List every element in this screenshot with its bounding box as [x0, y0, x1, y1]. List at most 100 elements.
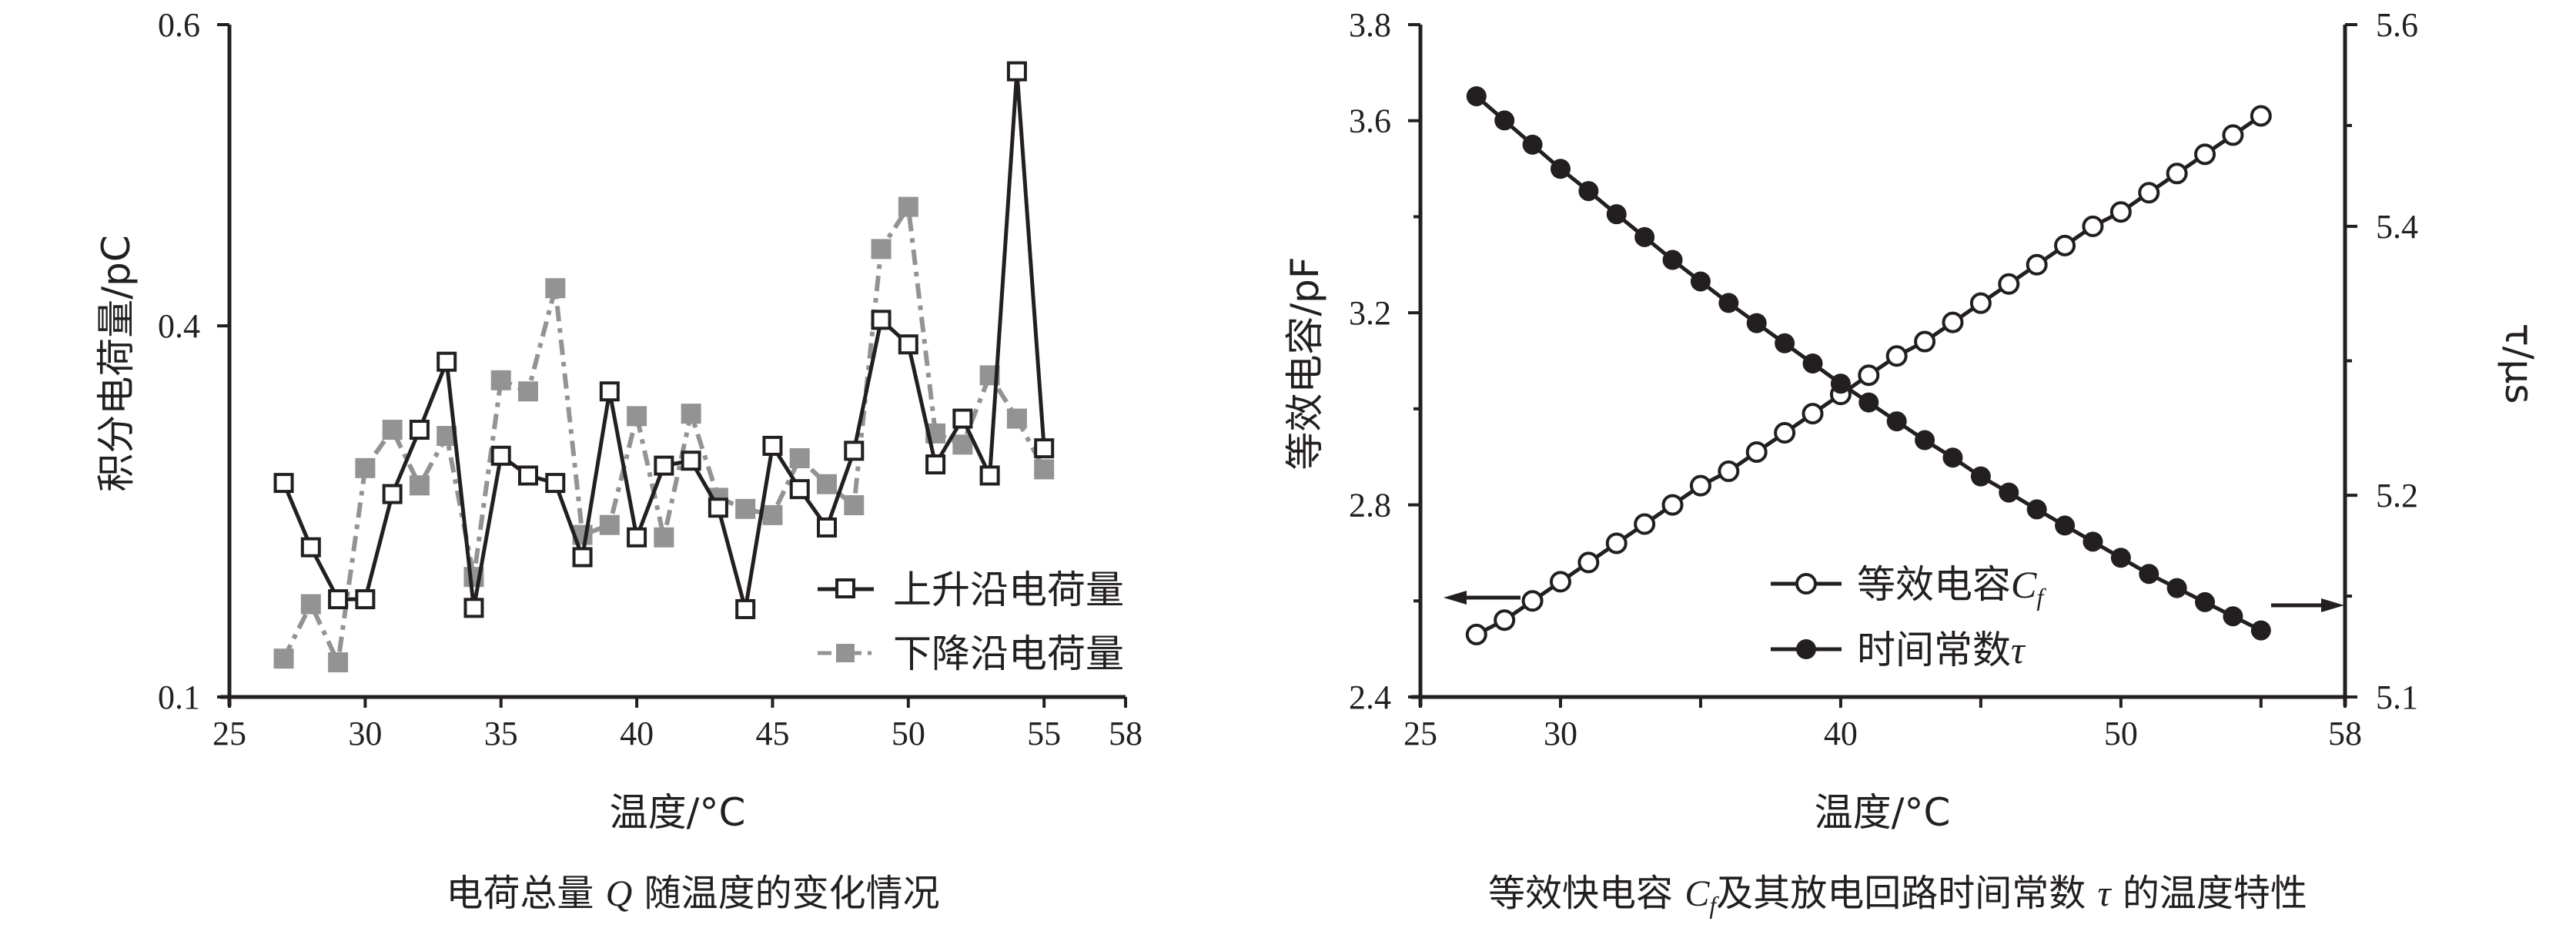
- rising-edge-data-point: [490, 445, 511, 466]
- x-tick-label: 25: [212, 715, 246, 752]
- tau-data-point: [2223, 606, 2243, 627]
- tau-data-point: [2139, 564, 2159, 585]
- falling-edge-data-point: [328, 652, 349, 673]
- tau-data-point: [2166, 578, 2187, 598]
- chart2-y-axis-label-right: τ/μs: [2497, 323, 2541, 404]
- y-tick-label: 2.4: [1349, 678, 1391, 716]
- rising-edge-data-point: [572, 547, 593, 568]
- tau-data-point: [1999, 482, 2019, 503]
- cf-data-point: [1914, 330, 1936, 353]
- rising-edge-data-point: [654, 455, 674, 476]
- rising-edge-data-point: [979, 465, 1000, 486]
- x-tick-label: 30: [1544, 715, 1577, 752]
- cf-data-point: [2194, 143, 2216, 166]
- falling-edge-data-point: [681, 404, 701, 424]
- cf-data-point: [1661, 494, 1684, 516]
- cf-data-point: [1577, 551, 1600, 574]
- cf-data-point: [2054, 234, 2076, 256]
- x-tick-label: 50: [892, 715, 925, 752]
- falling-edge-data-point: [490, 370, 511, 390]
- cf-data-point: [1969, 292, 1992, 314]
- right-y-tick-label: 5.2: [2376, 477, 2418, 514]
- tau-data-point: [2083, 531, 2103, 552]
- x-tick-label: 40: [620, 715, 654, 752]
- falling-edge-data-point: [735, 498, 756, 519]
- rising-edge-data-point: [735, 598, 756, 619]
- y-tick-label: 0.6: [158, 6, 200, 44]
- x-tick-label: 55: [1027, 715, 1061, 752]
- tau-data-point: [1802, 353, 1823, 374]
- tau-data-point: [1746, 313, 1767, 333]
- tau-data-point: [1466, 85, 1487, 106]
- falling-edge-data-point: [654, 527, 674, 548]
- rising-edge-data-point: [871, 310, 892, 330]
- tau-data-point: [1550, 159, 1571, 179]
- rising-edge-data-point: [328, 589, 349, 610]
- y-tick-label: 3.2: [1349, 294, 1391, 332]
- rising-edge-data-point: [1034, 438, 1055, 459]
- falling-edge-data-point: [762, 504, 783, 525]
- tau-series-line: [1475, 95, 2262, 632]
- chart2-x-axis-label: 温度/°C: [1815, 790, 1951, 835]
- cf-data-point: [1521, 590, 1544, 612]
- rising-edge-data-point: [463, 598, 484, 618]
- rising-edge-data-point: [817, 517, 837, 538]
- tau-data-point: [1522, 134, 1543, 155]
- cf-data-point: [1634, 513, 1656, 535]
- falling-edge-data-point: [273, 648, 294, 669]
- rising-edge-data-point: [409, 420, 430, 441]
- x-tick-label: 58: [2328, 715, 2362, 752]
- tau-data-point: [1634, 226, 1655, 247]
- rising-edge-data-point: [599, 381, 620, 402]
- x-tick-label: 25: [1403, 715, 1437, 752]
- cf-data-point: [1774, 422, 1796, 444]
- legend-filled-square-marker: [836, 644, 855, 662]
- legend-filled-circle-marker: [1796, 639, 1816, 659]
- rising-edge-data-point: [762, 435, 783, 456]
- rising-edge-data-point: [355, 589, 376, 610]
- cf-data-point: [1494, 609, 1516, 632]
- x-tick-label: 50: [2104, 715, 2138, 752]
- x-tick-label: 35: [484, 715, 518, 752]
- cf-data-point: [2082, 215, 2104, 237]
- tau-data-point: [2195, 591, 2216, 612]
- cf-data-point: [1858, 364, 1880, 387]
- falling-edge-data-point: [627, 406, 647, 427]
- right-y-tick-label: 5.6: [2376, 6, 2418, 44]
- rising-edge-data-point: [518, 465, 538, 486]
- falling-edge-data-point: [1034, 459, 1055, 480]
- cf-data-point: [2166, 162, 2188, 185]
- rising-edge-data-point: [300, 537, 321, 558]
- cf-data-point: [1802, 403, 1824, 425]
- cf-data-point: [1718, 460, 1740, 482]
- tau-data-point: [1718, 293, 1739, 313]
- falling-edge-data-point: [599, 514, 620, 535]
- falling-edge-data-point: [409, 475, 430, 496]
- tau-data-point: [2110, 548, 2131, 568]
- tau-data-point: [2250, 620, 2271, 641]
- legend-open-square-marker: [835, 578, 855, 598]
- tau-data-point: [1830, 374, 1851, 394]
- falling-edge-data-point: [382, 420, 403, 441]
- legend-label-cf: 等效电容Cf: [1857, 562, 2046, 611]
- tau-data-point: [1886, 411, 1907, 432]
- legend-open-circle-marker: [1795, 573, 1817, 595]
- cf-data-point: [2222, 124, 2244, 146]
- tau-data-point: [1690, 271, 1711, 292]
- y-tick-label: 0.1: [158, 678, 200, 716]
- cf-data-point: [1465, 623, 1487, 645]
- x-tick-label: 45: [755, 715, 789, 752]
- falling-edge-data-point: [789, 447, 810, 468]
- charge-vs-temperature-chart: 25 30 35 40 45 50 55 58 0.1 0.4 0.6: [158, 6, 1142, 752]
- chart1-x-axis-label: 温度/°C: [610, 790, 746, 835]
- falling-edge-data-point: [518, 381, 538, 402]
- legend-label-tau: 时间常数τ: [1857, 628, 2026, 672]
- falling-edge-data-point: [545, 278, 566, 299]
- falling-edge-data-point: [844, 495, 865, 516]
- tau-data-point: [1858, 392, 1879, 413]
- x-tick-label: 40: [1824, 715, 1858, 752]
- falling-edge-data-point: [871, 239, 892, 260]
- tau-data-point: [2055, 515, 2076, 536]
- cf-data-point: [2109, 201, 2132, 223]
